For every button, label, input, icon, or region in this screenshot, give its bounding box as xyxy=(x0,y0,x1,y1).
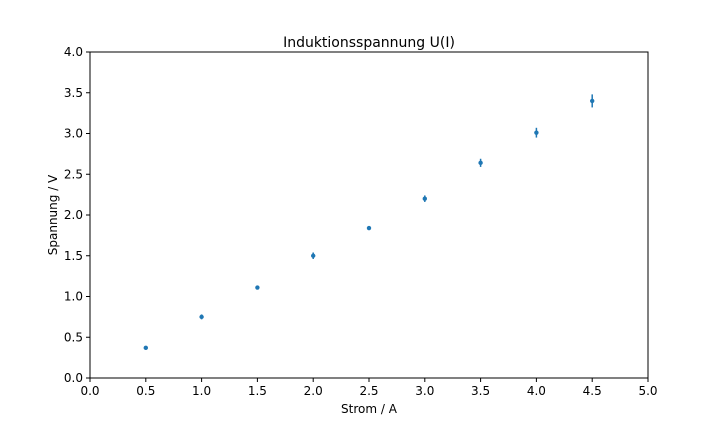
plot-area xyxy=(89,51,649,379)
data-point xyxy=(478,160,483,166)
y-tick-label: 0.5 xyxy=(64,330,83,344)
x-tick-label: 3.0 xyxy=(415,384,434,398)
x-tick-label: 1.0 xyxy=(192,384,211,398)
x-tick-label: 4.5 xyxy=(583,384,602,398)
y-tick-label: 2.5 xyxy=(64,167,83,181)
data-point xyxy=(422,196,427,201)
x-tick-label: 4.0 xyxy=(527,384,546,398)
x-axis: 0.0 0.5 1.0 1.5 2.0 2.5 3.0 3.5 4.0 4.5 5.0 xyxy=(80,378,658,398)
data-point xyxy=(590,98,595,104)
x-tick-label: 2.5 xyxy=(359,384,378,398)
y-tick-label: 1.5 xyxy=(64,249,83,263)
chart-title: Induktionsspannung U(I) xyxy=(283,35,455,51)
data-point xyxy=(366,225,372,231)
y-tick-label: 2.0 xyxy=(64,208,83,222)
y-axis: 0.0 0.5 1.0 1.5 2.0 2.5 3.0 3.5 4.0 xyxy=(64,45,90,385)
data-point xyxy=(143,345,148,351)
data-point xyxy=(534,130,539,135)
y-tick-label: 0.0 xyxy=(64,371,83,385)
data-point xyxy=(311,253,316,258)
data-point xyxy=(255,285,260,290)
y-tick-label: 3.5 xyxy=(64,86,83,100)
x-axis-label: Strom / A xyxy=(341,402,398,416)
x-tick-label: 0.0 xyxy=(80,384,99,398)
y-tick-label: 1.0 xyxy=(64,290,83,304)
x-tick-label: 3.5 xyxy=(471,384,490,398)
data-series xyxy=(143,94,595,351)
x-tick-label: 0.5 xyxy=(136,384,155,398)
x-tick-label: 2.0 xyxy=(304,384,323,398)
data-point xyxy=(199,314,204,320)
x-tick-label: 5.0 xyxy=(638,384,657,398)
x-tick-label: 1.5 xyxy=(248,384,267,398)
y-axis-label: Spannung / V xyxy=(46,174,60,255)
y-tick-label: 3.0 xyxy=(64,127,83,141)
y-tick-label: 4.0 xyxy=(64,45,83,59)
